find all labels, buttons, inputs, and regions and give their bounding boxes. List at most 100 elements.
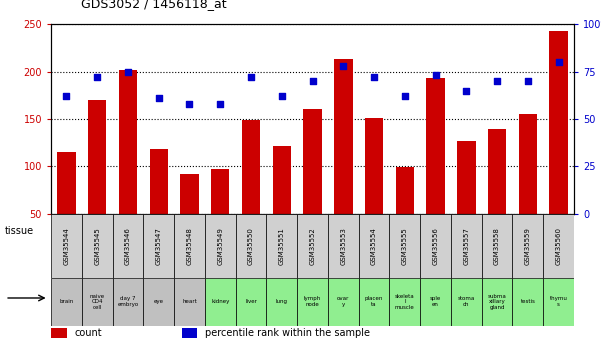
- Bar: [457, 141, 475, 262]
- Bar: [481, 214, 513, 278]
- Point: [246, 75, 256, 80]
- Point: [523, 78, 532, 84]
- Text: tissue: tissue: [5, 226, 34, 236]
- Point: [277, 93, 287, 99]
- Bar: [119, 70, 137, 262]
- Bar: [51, 328, 67, 338]
- Text: liver: liver: [245, 299, 257, 304]
- Bar: [266, 278, 297, 326]
- Bar: [182, 328, 198, 338]
- Text: naive
CD4
cell: naive CD4 cell: [90, 294, 105, 310]
- Bar: [481, 278, 513, 326]
- Bar: [304, 109, 322, 262]
- Text: GSM35546: GSM35546: [125, 227, 131, 265]
- Bar: [328, 278, 359, 326]
- Text: GSM35553: GSM35553: [340, 227, 346, 265]
- Text: GSM35547: GSM35547: [156, 227, 162, 265]
- Bar: [389, 278, 420, 326]
- Text: brain: brain: [59, 299, 73, 304]
- Bar: [266, 214, 297, 278]
- Bar: [174, 278, 205, 326]
- Bar: [451, 214, 481, 278]
- Point: [462, 88, 471, 93]
- Text: sple
en: sple en: [430, 296, 441, 307]
- Point: [431, 72, 441, 78]
- Bar: [205, 278, 236, 326]
- Text: GSM35552: GSM35552: [310, 227, 316, 265]
- Text: GDS3052 / 1456118_at: GDS3052 / 1456118_at: [81, 0, 227, 10]
- Bar: [180, 174, 199, 262]
- Text: GSM35554: GSM35554: [371, 227, 377, 265]
- Text: lung: lung: [276, 299, 288, 304]
- Point: [93, 75, 102, 80]
- Text: day 7
embryo: day 7 embryo: [117, 296, 139, 307]
- Text: subma
xillary
gland: subma xillary gland: [487, 294, 507, 310]
- Text: GSM35559: GSM35559: [525, 227, 531, 265]
- Text: GSM35550: GSM35550: [248, 227, 254, 265]
- Text: ovar
y: ovar y: [337, 296, 349, 307]
- Bar: [451, 278, 481, 326]
- Bar: [420, 278, 451, 326]
- Text: skeleta
l
muscle: skeleta l muscle: [395, 294, 415, 310]
- Bar: [328, 214, 359, 278]
- Bar: [359, 278, 389, 326]
- Text: percentile rank within the sample: percentile rank within the sample: [206, 328, 370, 338]
- Bar: [57, 152, 76, 262]
- Text: GSM35551: GSM35551: [279, 227, 285, 265]
- Point: [338, 63, 348, 69]
- Bar: [236, 278, 266, 326]
- Bar: [359, 214, 389, 278]
- Point: [554, 59, 563, 65]
- Bar: [82, 214, 112, 278]
- Point: [308, 78, 317, 84]
- Bar: [297, 214, 328, 278]
- Bar: [242, 120, 260, 262]
- Text: kidney: kidney: [211, 299, 230, 304]
- Text: GSM35548: GSM35548: [186, 227, 192, 265]
- Point: [185, 101, 194, 107]
- Text: heart: heart: [182, 299, 197, 304]
- Bar: [549, 31, 568, 262]
- Text: count: count: [75, 328, 102, 338]
- Point: [492, 78, 502, 84]
- Text: GSM35557: GSM35557: [463, 227, 469, 265]
- Bar: [174, 214, 205, 278]
- Bar: [211, 169, 230, 262]
- Bar: [513, 278, 543, 326]
- Text: thymu
s: thymu s: [550, 296, 567, 307]
- Bar: [513, 214, 543, 278]
- Bar: [426, 78, 445, 262]
- Bar: [543, 214, 574, 278]
- Bar: [297, 278, 328, 326]
- Bar: [82, 278, 112, 326]
- Point: [215, 101, 225, 107]
- Text: eye: eye: [154, 299, 163, 304]
- Bar: [112, 214, 144, 278]
- Bar: [334, 59, 353, 262]
- Bar: [389, 214, 420, 278]
- Text: GSM35545: GSM35545: [94, 227, 100, 265]
- Text: GSM35558: GSM35558: [494, 227, 500, 265]
- Bar: [88, 100, 106, 262]
- Text: testis: testis: [520, 299, 535, 304]
- Point: [400, 93, 410, 99]
- Bar: [519, 114, 537, 262]
- Bar: [488, 129, 506, 262]
- Bar: [272, 146, 291, 262]
- Point: [123, 69, 133, 74]
- Text: stoma
ch: stoma ch: [457, 296, 475, 307]
- Text: GSM35560: GSM35560: [555, 227, 561, 265]
- Point: [154, 95, 163, 101]
- Text: GSM35549: GSM35549: [217, 227, 223, 265]
- Bar: [205, 214, 236, 278]
- Bar: [144, 278, 174, 326]
- Bar: [236, 214, 266, 278]
- Text: GSM35556: GSM35556: [433, 227, 439, 265]
- Point: [369, 75, 379, 80]
- Point: [62, 93, 72, 99]
- Bar: [543, 278, 574, 326]
- Bar: [395, 167, 414, 262]
- Bar: [51, 214, 82, 278]
- Bar: [365, 118, 383, 262]
- Bar: [420, 214, 451, 278]
